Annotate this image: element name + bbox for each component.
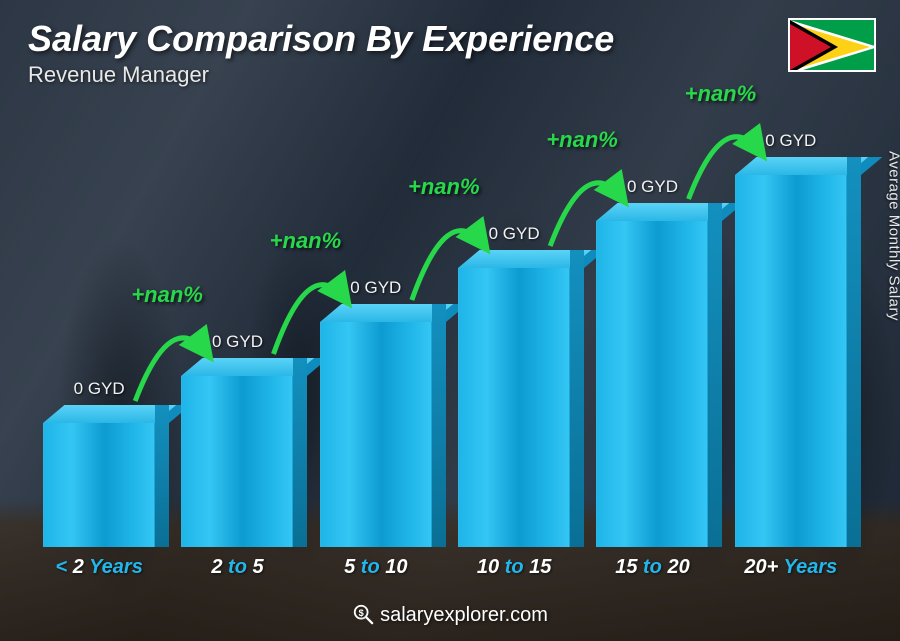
x-axis-label: 20+ Years <box>722 556 860 579</box>
bar <box>320 322 432 547</box>
x-axis-label: 5 to 10 <box>307 556 445 579</box>
guyana-flag-icon <box>788 18 876 72</box>
bar-slot: 0 GYD <box>722 120 860 547</box>
magnify-dollar-icon: $ <box>352 603 374 625</box>
bar-chart: 0 GYD 0 GYD 0 GYD 0 GYD 0 GYD <box>30 120 860 571</box>
bar <box>735 175 847 547</box>
footer-site: salaryexplorer.com <box>380 604 548 626</box>
bar <box>181 376 293 547</box>
y-axis-label: Average Monthly Salary <box>886 151 900 321</box>
increase-label: +nan% <box>685 81 757 107</box>
page-title: Salary Comparison By Experience <box>28 18 614 60</box>
x-axis-label: 15 to 20 <box>583 556 721 579</box>
bar-slot: 0 GYD <box>583 120 721 547</box>
bar-slot: 0 GYD <box>307 120 445 547</box>
bar-value-label: 0 GYD <box>627 177 678 197</box>
bar <box>458 268 570 547</box>
bar-slot: 0 GYD <box>30 120 168 547</box>
bar <box>43 423 155 547</box>
bar-slot: 0 GYD <box>168 120 306 547</box>
bar-value-label: 0 GYD <box>212 332 263 352</box>
bar-value-label: 0 GYD <box>765 131 816 151</box>
page-subtitle: Revenue Manager <box>28 62 209 88</box>
footer-attribution: $ salaryexplorer.com <box>0 603 900 627</box>
x-axis-label: 2 to 5 <box>168 556 306 579</box>
bar-value-label: 0 GYD <box>350 278 401 298</box>
x-axis-label: 10 to 15 <box>445 556 583 579</box>
bar-slot: 0 GYD <box>445 120 583 547</box>
x-axis-label: < 2 Years <box>30 556 168 579</box>
bar-value-label: 0 GYD <box>74 379 125 399</box>
chart-canvas: Salary Comparison By Experience Revenue … <box>0 0 900 641</box>
bar-value-label: 0 GYD <box>489 224 540 244</box>
bar <box>596 221 708 547</box>
svg-text:$: $ <box>359 608 364 618</box>
